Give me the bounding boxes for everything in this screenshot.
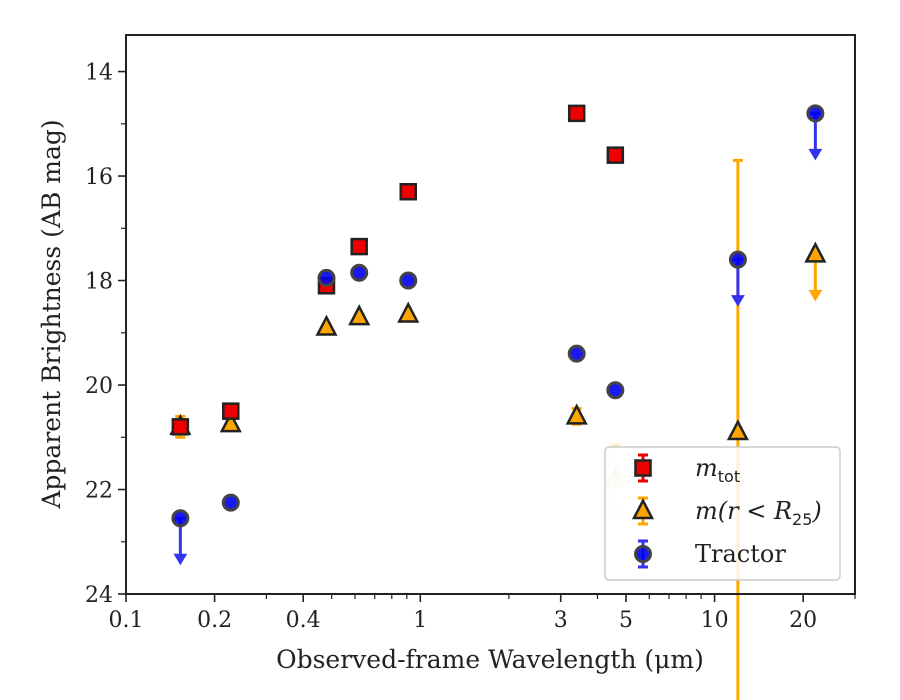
- square-marker: [606, 146, 625, 164]
- legend-box: [604, 446, 841, 581]
- y-tick-label: 18: [85, 270, 113, 295]
- triangle-marker: [219, 411, 242, 433]
- legend: mtot m(r < R25) Tractor: [604, 446, 841, 581]
- plot-frame: [125, 34, 856, 595]
- circle-marker: [806, 104, 825, 123]
- legend-square-marker: [634, 459, 652, 477]
- legend-label: m(r < R25): [695, 497, 822, 529]
- x-tick-label: 10: [701, 608, 729, 633]
- circle-marker: [350, 263, 369, 282]
- triangle-marker: [315, 314, 338, 336]
- triangle-marker: [348, 304, 371, 326]
- circle-marker: [728, 250, 747, 269]
- square-marker: [399, 182, 417, 201]
- x-tick-label: 5: [619, 608, 633, 633]
- axis-ticks: 0.1 0.2 0.4 1 3 5 10 20 14 16 18 20 22 24: [85, 61, 856, 633]
- y-tick-label: 14: [85, 61, 113, 86]
- circle-marker: [399, 271, 418, 290]
- x-tick-label: 0.1: [109, 608, 144, 633]
- triangle-marker: [726, 419, 749, 441]
- legend-triangle-marker: [631, 498, 655, 520]
- triangle-marker: [397, 301, 420, 323]
- circle-marker: [606, 381, 625, 400]
- circle-marker: [317, 268, 336, 287]
- circle-marker: [221, 493, 240, 512]
- upper-limit-arrowhead: [731, 295, 745, 307]
- y-tick-label: 22: [85, 479, 113, 504]
- y-tick-label: 24: [85, 583, 113, 608]
- upper-limit-arrowhead: [173, 553, 188, 566]
- legend-circle-marker: [634, 545, 652, 563]
- x-tick-label: 20: [789, 608, 817, 633]
- square-marker: [222, 402, 240, 420]
- x-tick-label: 3: [554, 608, 568, 633]
- upper-limit-arrowhead: [808, 148, 823, 161]
- x-tick-label: 0.4: [286, 608, 321, 633]
- circle-marker: [171, 509, 190, 528]
- triangle-marker: [804, 241, 827, 263]
- square-marker: [171, 418, 190, 436]
- y-tick-label: 20: [85, 374, 113, 399]
- square-marker: [567, 104, 586, 123]
- x-tick-label: 0.2: [197, 608, 232, 633]
- x-axis-label: Observed-frame Wavelength (μm): [276, 645, 704, 674]
- y-tick-label: 16: [85, 165, 113, 190]
- triangle-marker: [565, 403, 588, 425]
- upper-limit-arrowhead: [808, 289, 823, 302]
- circle-marker: [567, 344, 586, 363]
- x-tick-label: 1: [413, 608, 427, 633]
- y-axis-label: Apparent Brightness (AB mag): [37, 119, 66, 509]
- legend-label: Tractor: [695, 540, 786, 568]
- legend-label: mtot: [695, 454, 740, 486]
- square-marker: [350, 237, 368, 256]
- data-points: [169, 104, 827, 528]
